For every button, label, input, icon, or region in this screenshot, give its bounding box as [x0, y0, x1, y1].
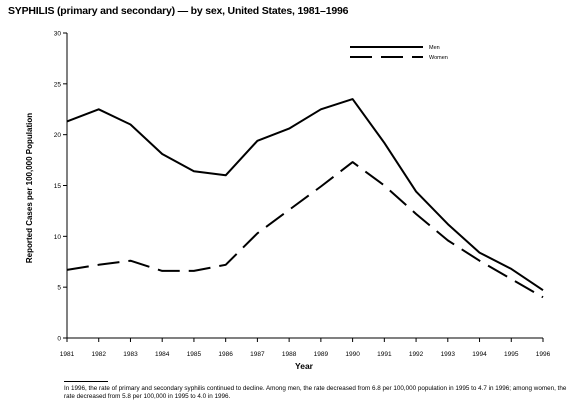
- x-tick-label: 1989: [314, 351, 329, 358]
- x-axis-label: Year: [295, 361, 314, 371]
- x-tick-label: 1985: [187, 351, 202, 358]
- x-tick-label: 1996: [536, 351, 551, 358]
- chart-title: SYPHILIS (primary and secondary) — by se…: [8, 5, 349, 17]
- y-tick-label: 10: [54, 234, 62, 241]
- chart-series: [66, 98, 544, 299]
- legend-label-women: Women: [429, 55, 448, 61]
- y-tick-label: 5: [57, 285, 61, 292]
- x-tick-label: 1994: [472, 351, 487, 358]
- legend-label-men: Men: [429, 45, 440, 51]
- footnote-rule: [64, 381, 108, 382]
- chart-axes: [66, 33, 543, 339]
- x-axis-ticks: 1981 1982 1983 1984 1985 1986 1987 1988 1989 1990…: [60, 338, 551, 358]
- series-line-men: [66, 98, 544, 292]
- x-tick-label: 1992: [409, 351, 424, 358]
- x-tick-label: 1981: [60, 351, 75, 358]
- x-tick-label: 1984: [155, 351, 170, 358]
- x-tick-label: 1983: [123, 351, 138, 358]
- x-tick-label: 1982: [91, 351, 106, 358]
- x-tick-label: 1993: [441, 351, 456, 358]
- y-tick-label: 30: [54, 31, 62, 38]
- x-tick-label: 1991: [377, 351, 392, 358]
- x-tick-label: 1987: [250, 351, 265, 358]
- chart-legend: Men Women: [350, 45, 448, 61]
- series-line-women: [66, 161, 544, 299]
- x-tick-label: 1986: [218, 351, 233, 358]
- x-tick-label: 1995: [504, 351, 519, 358]
- y-axis-ticks: 0 5 10 15 20 25 30: [54, 31, 67, 343]
- y-axis-label: Reported Cases per 100,000 Population: [25, 113, 34, 263]
- y-tick-label: 15: [54, 183, 62, 190]
- x-tick-label: 1990: [345, 351, 360, 358]
- y-tick-label: 0: [57, 336, 61, 343]
- x-tick-label: 1988: [282, 351, 297, 358]
- y-tick-label: 20: [54, 132, 62, 139]
- footnote-text: In 1996, the rate of primary and seconda…: [64, 385, 567, 401]
- y-tick-label: 25: [54, 81, 62, 88]
